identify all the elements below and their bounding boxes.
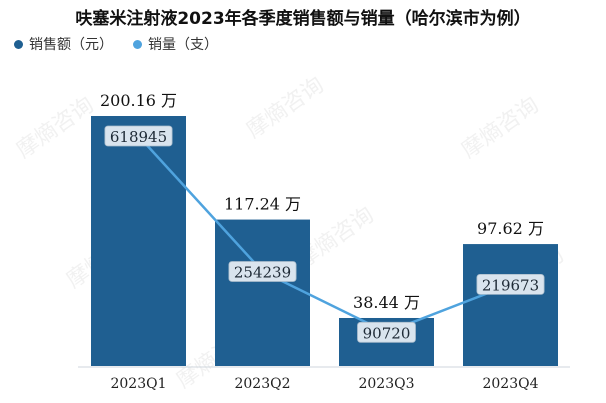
x-tick-label-2023Q4: 2023Q4 bbox=[482, 376, 538, 392]
x-tick-label-2023Q2: 2023Q2 bbox=[234, 376, 290, 392]
volume-line bbox=[137, 135, 511, 334]
legend-volume-marker bbox=[133, 39, 142, 49]
x-tick-label-2023Q1: 2023Q1 bbox=[110, 376, 166, 392]
volume-label-box-2023Q3 bbox=[357, 321, 416, 343]
volume-value-label-2023Q1: 618945 bbox=[110, 128, 167, 146]
bar-2023Q2 bbox=[215, 219, 310, 366]
legend: 销售额（元） 销量（支） bbox=[14, 34, 238, 54]
bar-value-label-2023Q1: 200.16 万 bbox=[100, 91, 177, 110]
chart-title: 呋塞米注射液2023年各季度销售额与销量（哈尔滨市为例） bbox=[75, 9, 531, 29]
legend-volume-label: 销量（支） bbox=[148, 37, 218, 53]
legend-sales-label: 销售额（元） bbox=[29, 37, 113, 53]
legend-item-sales: 销售额（元） bbox=[14, 34, 113, 54]
bar-2023Q1 bbox=[91, 116, 186, 366]
bar-value-label-2023Q2: 117.24 万 bbox=[224, 195, 301, 214]
legend-sales-marker bbox=[14, 39, 23, 49]
bar-2023Q4 bbox=[463, 244, 558, 366]
legend-item-volume: 销量（支） bbox=[133, 34, 218, 54]
bar-value-label-2023Q3: 38.44 万 bbox=[353, 293, 420, 312]
volume-value-label-2023Q3: 90720 bbox=[363, 324, 411, 342]
x-tick-label-2023Q3: 2023Q3 bbox=[358, 376, 414, 392]
volume-value-label-2023Q2: 254239 bbox=[234, 264, 291, 282]
volume-label-box-2023Q2 bbox=[228, 261, 297, 282]
bar-value-label-2023Q4: 97.62 万 bbox=[477, 219, 544, 238]
volume-label-box-2023Q4 bbox=[476, 273, 545, 295]
volume-value-label-2023Q4: 219673 bbox=[482, 276, 539, 294]
volume-label-box-2023Q1 bbox=[104, 125, 173, 147]
